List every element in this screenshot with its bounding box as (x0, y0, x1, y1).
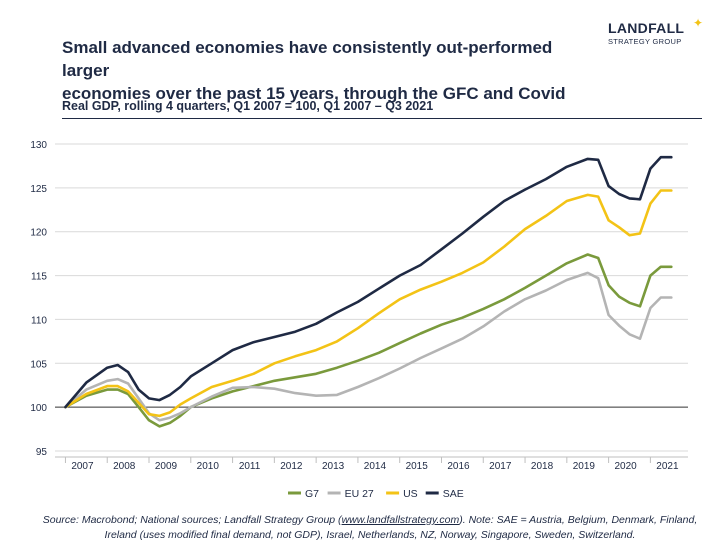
x-tick-label: 2018 (531, 461, 554, 472)
chart-subtitle: Real GDP, rolling 4 quarters, Q1 2007 = … (62, 99, 434, 113)
logo-main-text: LANDFALL (608, 20, 685, 36)
y-tick-label: 125 (30, 184, 47, 195)
source-prefix: Source: Macrobond; National sources; Lan… (42, 514, 342, 526)
subtitle-divider (62, 118, 702, 119)
y-axis: 95 100 105 110 115 120 125 130 (30, 140, 47, 458)
source-note: Source: Macrobond; National sources; Lan… (30, 513, 710, 543)
y-tick-label: 115 (31, 272, 47, 283)
star-icon: ✦ (693, 16, 704, 30)
legend: G7 EU 27 US SAE (288, 488, 464, 500)
x-tick-label: 2008 (113, 461, 136, 472)
x-tick-label: 2013 (322, 461, 345, 472)
y-tick-label: 130 (30, 140, 47, 151)
x-tick-label: 2014 (364, 461, 387, 472)
chart-title-line-1: Small advanced economies have consistent… (62, 38, 553, 80)
landfall-logo: ✦ LANDFALL STRATEGY GROUP (608, 16, 703, 46)
x-tick-label: 2009 (155, 461, 178, 472)
x-tick-label: 2017 (489, 461, 512, 472)
x-tick-label: 2007 (71, 461, 94, 472)
y-tick-label: 120 (30, 228, 47, 239)
x-tick-label: 2012 (280, 461, 303, 472)
series-layer (64, 155, 673, 428)
legend-label-us: US (403, 488, 418, 500)
line-chart: 95 100 105 110 115 120 125 130 2007 2008 2009 2010… (30, 140, 688, 500)
y-tick-label: 100 (30, 403, 47, 414)
y-tick-label: 95 (36, 447, 48, 458)
series-line-g7 (64, 253, 673, 428)
legend-label-g7: G7 (305, 488, 319, 500)
y-tick-label: 105 (30, 359, 47, 370)
source-link[interactable]: www.landfallstrategy.com (341, 514, 460, 526)
legend-label-eu-27: EU 27 (345, 488, 374, 500)
source-suffix: ). Note: SAE = Austria, Belgium, Denmark… (104, 514, 698, 541)
chart-title: Small advanced economies have consistent… (62, 36, 582, 105)
legend-label-sae: SAE (443, 488, 464, 500)
series-line-sae (64, 155, 673, 409)
x-tick-label: 2020 (614, 461, 637, 472)
x-tick-label: 2010 (197, 461, 220, 472)
chart-title-line-2: economies over the past 15 years, throug… (62, 84, 566, 103)
grid-layer (55, 143, 688, 452)
x-tick-label: 2019 (573, 461, 596, 472)
series-line-us (64, 189, 673, 418)
x-tick-label: 2021 (656, 461, 679, 472)
y-tick-label: 110 (31, 315, 47, 326)
x-tick-label: 2015 (406, 461, 429, 472)
x-tick-label: 2016 (447, 461, 470, 472)
x-tick-label: 2011 (239, 461, 261, 472)
x-axis: 2007 2008 2009 2010 2011 2012 2013 2014 2015 2016… (55, 456, 688, 472)
logo-sub-text: STRATEGY GROUP (608, 37, 682, 46)
